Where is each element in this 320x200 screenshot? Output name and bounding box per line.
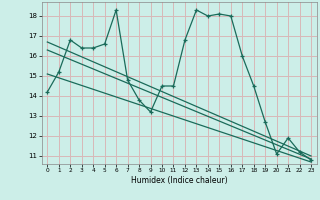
X-axis label: Humidex (Indice chaleur): Humidex (Indice chaleur): [131, 176, 228, 185]
